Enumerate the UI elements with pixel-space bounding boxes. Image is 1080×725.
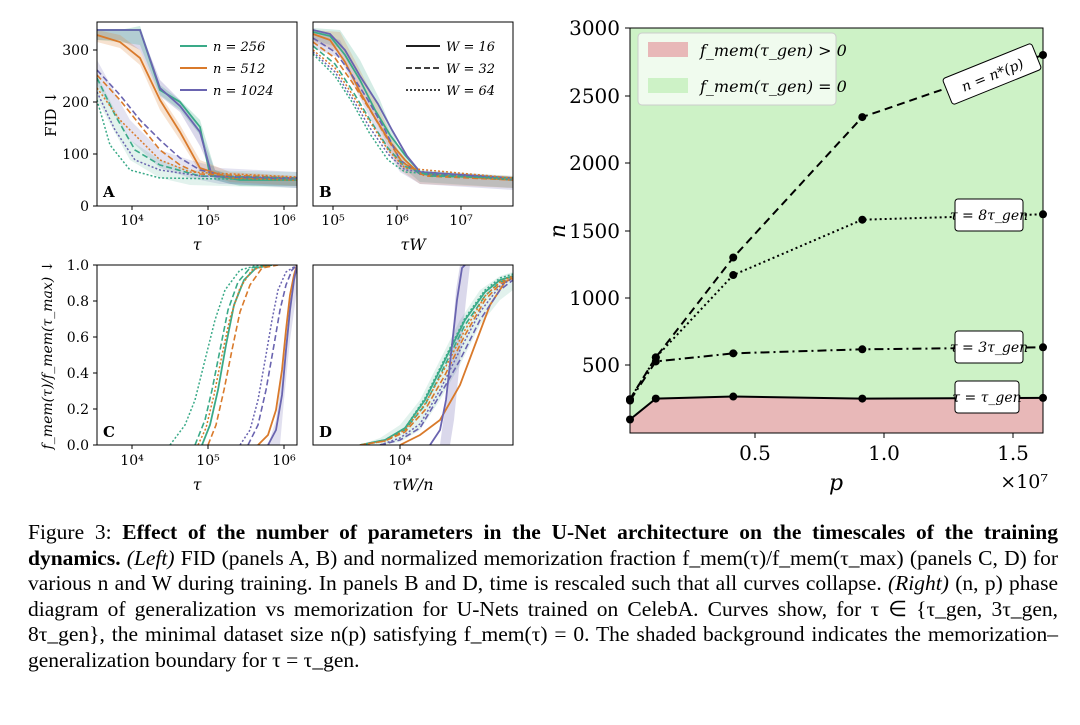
panel-d-curves (359, 265, 513, 445)
phase-yticks: 500 1000 1500 2000 2500 3000 (569, 16, 630, 377)
tick-label: 10⁴ (120, 213, 144, 229)
x-axis-label: τ (193, 475, 203, 494)
legend-w: W = 16 W = 32 W = 64 (406, 40, 495, 99)
tick-label: 100 (62, 147, 89, 163)
panel-label: A (102, 183, 115, 201)
phase-xticks: 0.5 1.0 1.5 ×10⁷ (739, 433, 1048, 493)
legend-label: n = 512 (213, 62, 265, 77)
series-point (651, 357, 660, 366)
series-point (729, 253, 738, 262)
series-point (858, 215, 867, 224)
figure: 0 100 200 300 10⁴ 10⁵ 10⁶ A τ FID ↓ (40, 16, 1048, 496)
caption-text-right: (n, p) phase diagram of generalization v… (28, 571, 1058, 672)
series-point (858, 113, 867, 122)
legend-swatch (648, 42, 688, 57)
panel-d: 10⁴ D τW/n (312, 264, 514, 494)
tick-label: 0.0 (67, 438, 89, 454)
legend-label: W = 32 (446, 62, 495, 77)
tick-label: 500 (582, 353, 620, 377)
tick-label: 10⁴ (388, 453, 412, 469)
legend-label: f_mem(τ_gen) = 0 (699, 77, 847, 96)
tick-label: 1.5 (997, 441, 1029, 465)
tick-label: 1500 (569, 219, 620, 243)
panel-a: 0 100 200 300 10⁴ 10⁵ 10⁶ A τ FID ↓ (42, 21, 298, 254)
legend-label: n = 1024 (213, 84, 274, 99)
legend-label: f_mem(τ_gen) > 0 (699, 41, 847, 60)
panel-label: B (319, 183, 332, 201)
tick-label: 2000 (569, 151, 620, 175)
panel-c-curves (169, 265, 297, 445)
panel-c: 0.0 0.2 0.4 0.6 0.8 1.0 10⁴ 10⁵ 10⁶ C τ … (40, 258, 298, 494)
panel-c-yticks: 0.0 0.2 0.4 0.6 0.8 1.0 (67, 258, 97, 454)
memorization-region (630, 396, 1043, 433)
panel-c-xticks: 10⁴ 10⁵ 10⁶ (120, 445, 296, 469)
tick-label: 10⁶ (272, 213, 296, 229)
panel-label: D (319, 423, 332, 441)
tick-label: 1000 (569, 286, 620, 310)
caption-left-label: (Left) (126, 545, 175, 570)
panel-b-curves (313, 28, 513, 190)
tick-label: 1.0 (67, 258, 89, 274)
curve-label: τ = 8τ_gen (950, 208, 1028, 224)
tick-label: 0.8 (67, 294, 89, 310)
panel-d-xticks: 10⁴ (388, 445, 412, 469)
series-point (858, 394, 867, 403)
figure-caption: Figure 3: Effect of the number of parame… (28, 520, 1058, 673)
panel-b-xticks: 10⁵ 10⁶ 10⁷ (321, 206, 473, 229)
y-axis-label: FID ↓ (42, 91, 60, 137)
legend-n: n = 256 n = 512 n = 1024 (180, 40, 274, 99)
series-point (858, 345, 867, 354)
tick-label: 0.2 (67, 402, 89, 418)
x-multiplier: ×10⁷ (1000, 471, 1048, 493)
tick-label: 2500 (569, 84, 620, 108)
x-axis-label: p (829, 471, 843, 496)
tick-label: 300 (62, 43, 89, 59)
tick-label: 10⁷ (449, 213, 473, 229)
panel-a-xticks: 10⁴ 10⁵ 10⁶ (120, 206, 296, 229)
caption-title: Effect of the number of parameters in th… (28, 520, 1059, 570)
tick-label: 0.4 (67, 366, 89, 382)
tick-label: 200 (62, 95, 89, 111)
x-axis-label: τW (400, 235, 427, 254)
tick-label: 10⁴ (120, 453, 144, 469)
x-axis-label: τW/n (393, 475, 434, 494)
curve-label-1: τ = τ_gen (952, 380, 1022, 414)
y-axis-label: f_mem(τ)/f_mem(τ_max) ↓ (40, 261, 56, 451)
caption-right-label: (Right) (888, 571, 949, 595)
tick-label: 0.5 (739, 441, 771, 465)
legend-label: W = 16 (446, 40, 495, 55)
series-point (729, 271, 738, 280)
tick-label: 1.0 (868, 441, 900, 465)
phase-series (626, 51, 1047, 424)
legend-label: W = 64 (446, 84, 495, 99)
tick-label: 10⁵ (196, 453, 220, 469)
caption-text-left: FID (panels A, B) and normalized memoriz… (28, 545, 1059, 596)
legend-label: n = 256 (213, 40, 265, 55)
tick-label: 10⁵ (196, 213, 220, 229)
series-point (651, 394, 660, 403)
caption-fig-label: Figure 3: (28, 520, 112, 544)
tick-label: 3000 (569, 16, 620, 40)
tick-label: 0.6 (67, 330, 89, 346)
panel-b: 10⁵ 10⁶ 10⁷ B τW n = 256 n = 512 n = 102… (180, 21, 514, 254)
panel-a-curves (97, 26, 297, 188)
curve-label: τ = τ_gen (952, 390, 1021, 406)
panel-label: C (103, 423, 115, 441)
series-point (729, 392, 738, 401)
phase-legend: f_mem(τ_gen) > 0 f_mem(τ_gen) = 0 (637, 32, 847, 106)
tick-label: 10⁶ (272, 453, 296, 469)
panel-a-yticks: 0 100 200 300 (62, 43, 97, 215)
tick-label: 10⁵ (321, 213, 345, 229)
curve-label: τ = 3τ_gen (950, 340, 1028, 356)
tick-label: 10⁶ (385, 213, 409, 229)
series-point (729, 349, 738, 358)
y-axis-label: n (546, 224, 571, 238)
legend-swatch (648, 78, 688, 93)
phase-diagram: 500 1000 1500 2000 2500 3000 0.5 1.0 1.5… (546, 16, 1048, 496)
tick-label: 0 (80, 199, 89, 215)
curve-label-8: τ = 8τ_gen (950, 198, 1028, 232)
x-axis-label: τ (193, 235, 203, 254)
curve-label-3: τ = 3τ_gen (950, 330, 1028, 364)
